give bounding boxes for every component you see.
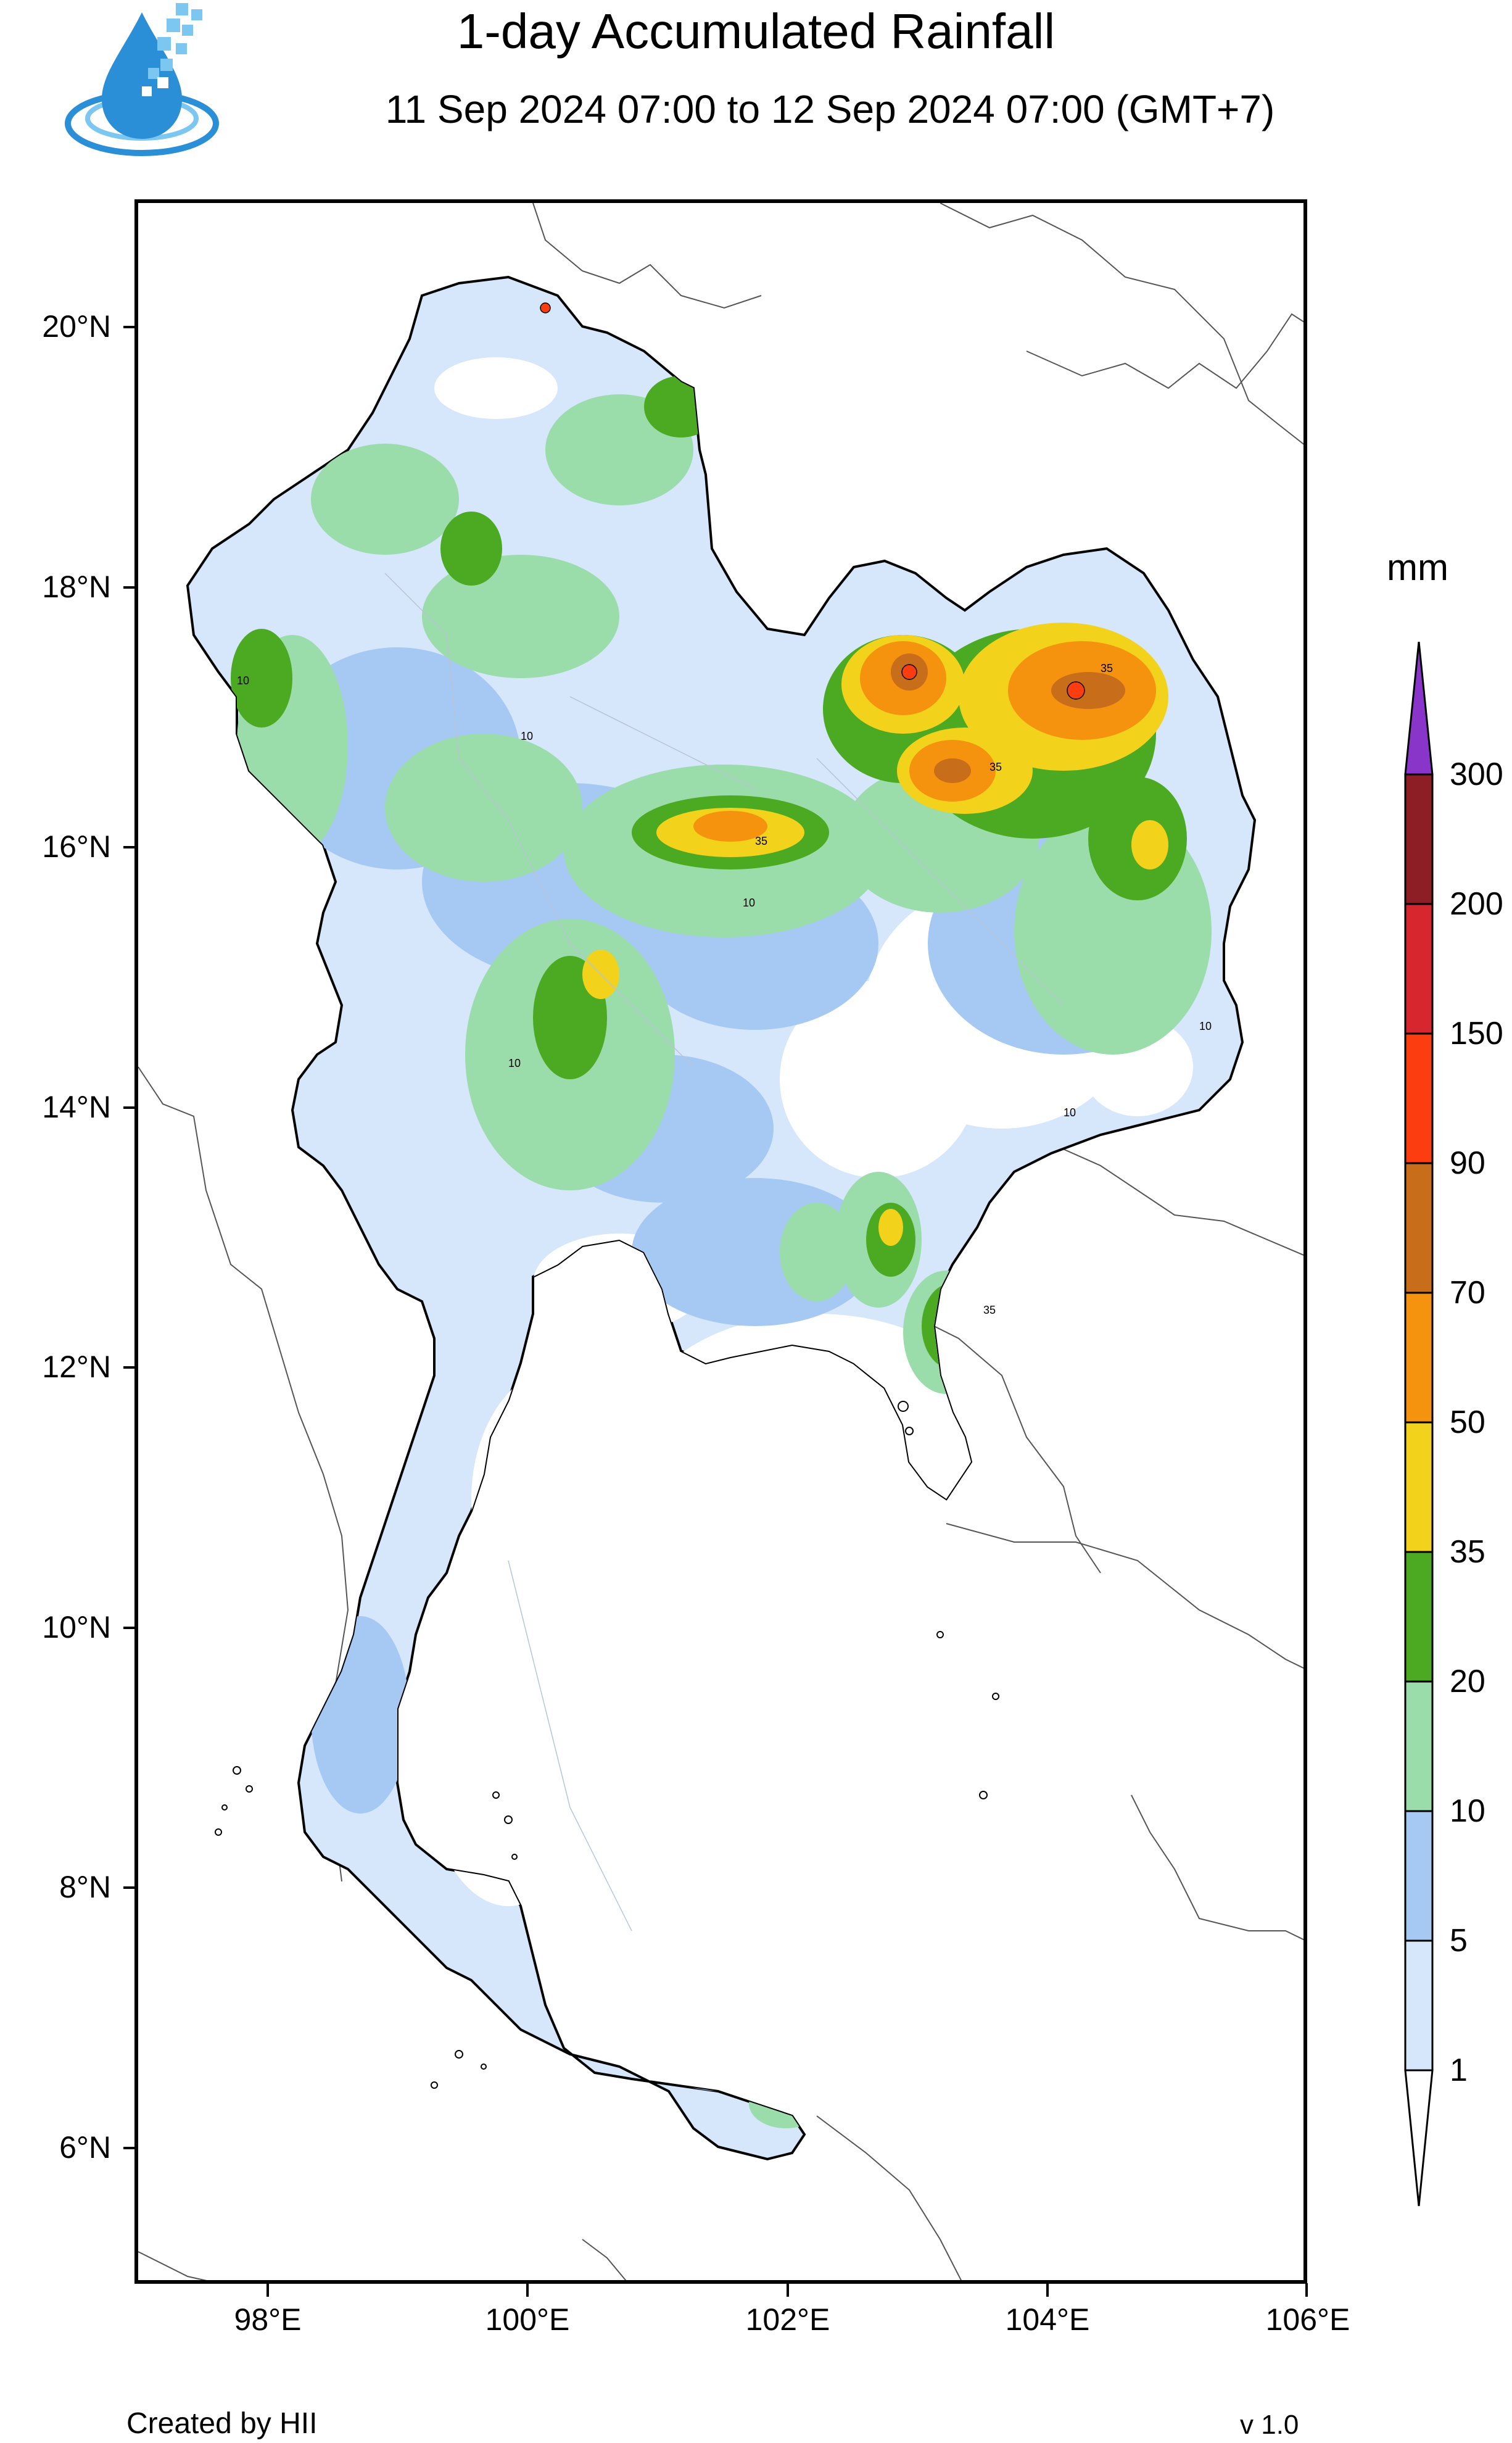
lat-label: 6°N — [59, 2130, 111, 2165]
lat-label: 14°N — [42, 1090, 111, 1124]
legend-label: 300 — [1450, 757, 1503, 792]
lat-label: 18°N — [42, 570, 111, 604]
contour-label: 10 — [521, 730, 533, 742]
lon-label: 100°E — [485, 2302, 570, 2337]
lon-tick — [1046, 2283, 1049, 2297]
lat-label: 12°N — [42, 1350, 111, 1384]
province-lines — [384, 573, 1064, 1931]
lat-tick — [123, 1106, 136, 1109]
lon-label: 106°E — [1265, 2302, 1350, 2337]
color-legend-bar — [1404, 642, 1434, 2207]
contour-label: 35 — [989, 761, 1002, 773]
contour-label: 35 — [1101, 662, 1113, 674]
legend-label: 50 — [1450, 1404, 1485, 1440]
lat-label: 10°N — [42, 1610, 111, 1645]
lon-label: 102°E — [745, 2302, 830, 2337]
hii-logo-icon — [49, 0, 222, 164]
lat-label: 8°N — [59, 1870, 111, 1904]
lat-tick — [123, 326, 136, 328]
lat-tick — [123, 2147, 136, 2149]
legend-label: 35 — [1450, 1534, 1485, 1570]
lat-tick — [123, 1886, 136, 1889]
contour-label: 35 — [983, 1304, 996, 1316]
lat-tick — [123, 846, 136, 848]
lon-label: 98°E — [234, 2302, 302, 2337]
map-subtitle: 11 Sep 2024 07:00 to 12 Sep 2024 07:00 (… — [385, 87, 1275, 131]
contour-label: 10 — [743, 897, 755, 909]
legend-label: 5 — [1450, 1923, 1468, 1959]
legend-label: 20 — [1450, 1664, 1485, 1699]
legend-label: 70 — [1450, 1275, 1485, 1311]
contour-label: 10 — [1064, 1106, 1076, 1119]
lat-label: 20°N — [42, 309, 111, 344]
lat-label: 16°N — [42, 829, 111, 864]
lon-tick — [1305, 2283, 1308, 2297]
legend-label: 200 — [1450, 886, 1503, 922]
lat-tick — [123, 1366, 136, 1369]
contour-label: 35 — [755, 835, 767, 847]
legend-unit: mm — [1387, 547, 1448, 588]
rainfall-map: 10 10 10 10 10 10 35 35 35 35 — [134, 199, 1307, 2284]
contour-label: 10 — [237, 674, 249, 687]
lon-label: 104°E — [1005, 2302, 1090, 2337]
lat-tick — [123, 1627, 136, 1629]
contour-label: 10 — [1199, 1020, 1212, 1032]
legend-label: 1 — [1450, 2052, 1468, 2088]
lat-tick — [123, 586, 136, 589]
contour-labels: 10 10 10 10 10 10 35 35 35 35 — [237, 662, 1212, 1316]
legend-label: 150 — [1450, 1016, 1503, 1051]
legend-label: 10 — [1450, 1793, 1485, 1829]
lon-tick — [266, 2283, 269, 2297]
lon-tick — [787, 2283, 789, 2297]
version-text: v 1.0 — [1240, 2410, 1299, 2440]
legend-label: 90 — [1450, 1145, 1485, 1181]
map-title: 1-day Accumulated Rainfall — [456, 4, 1056, 59]
islands — [215, 1401, 999, 2089]
lon-tick — [526, 2283, 529, 2297]
credit-text: Created by HII — [126, 2407, 318, 2440]
contour-label: 10 — [508, 1057, 521, 1069]
